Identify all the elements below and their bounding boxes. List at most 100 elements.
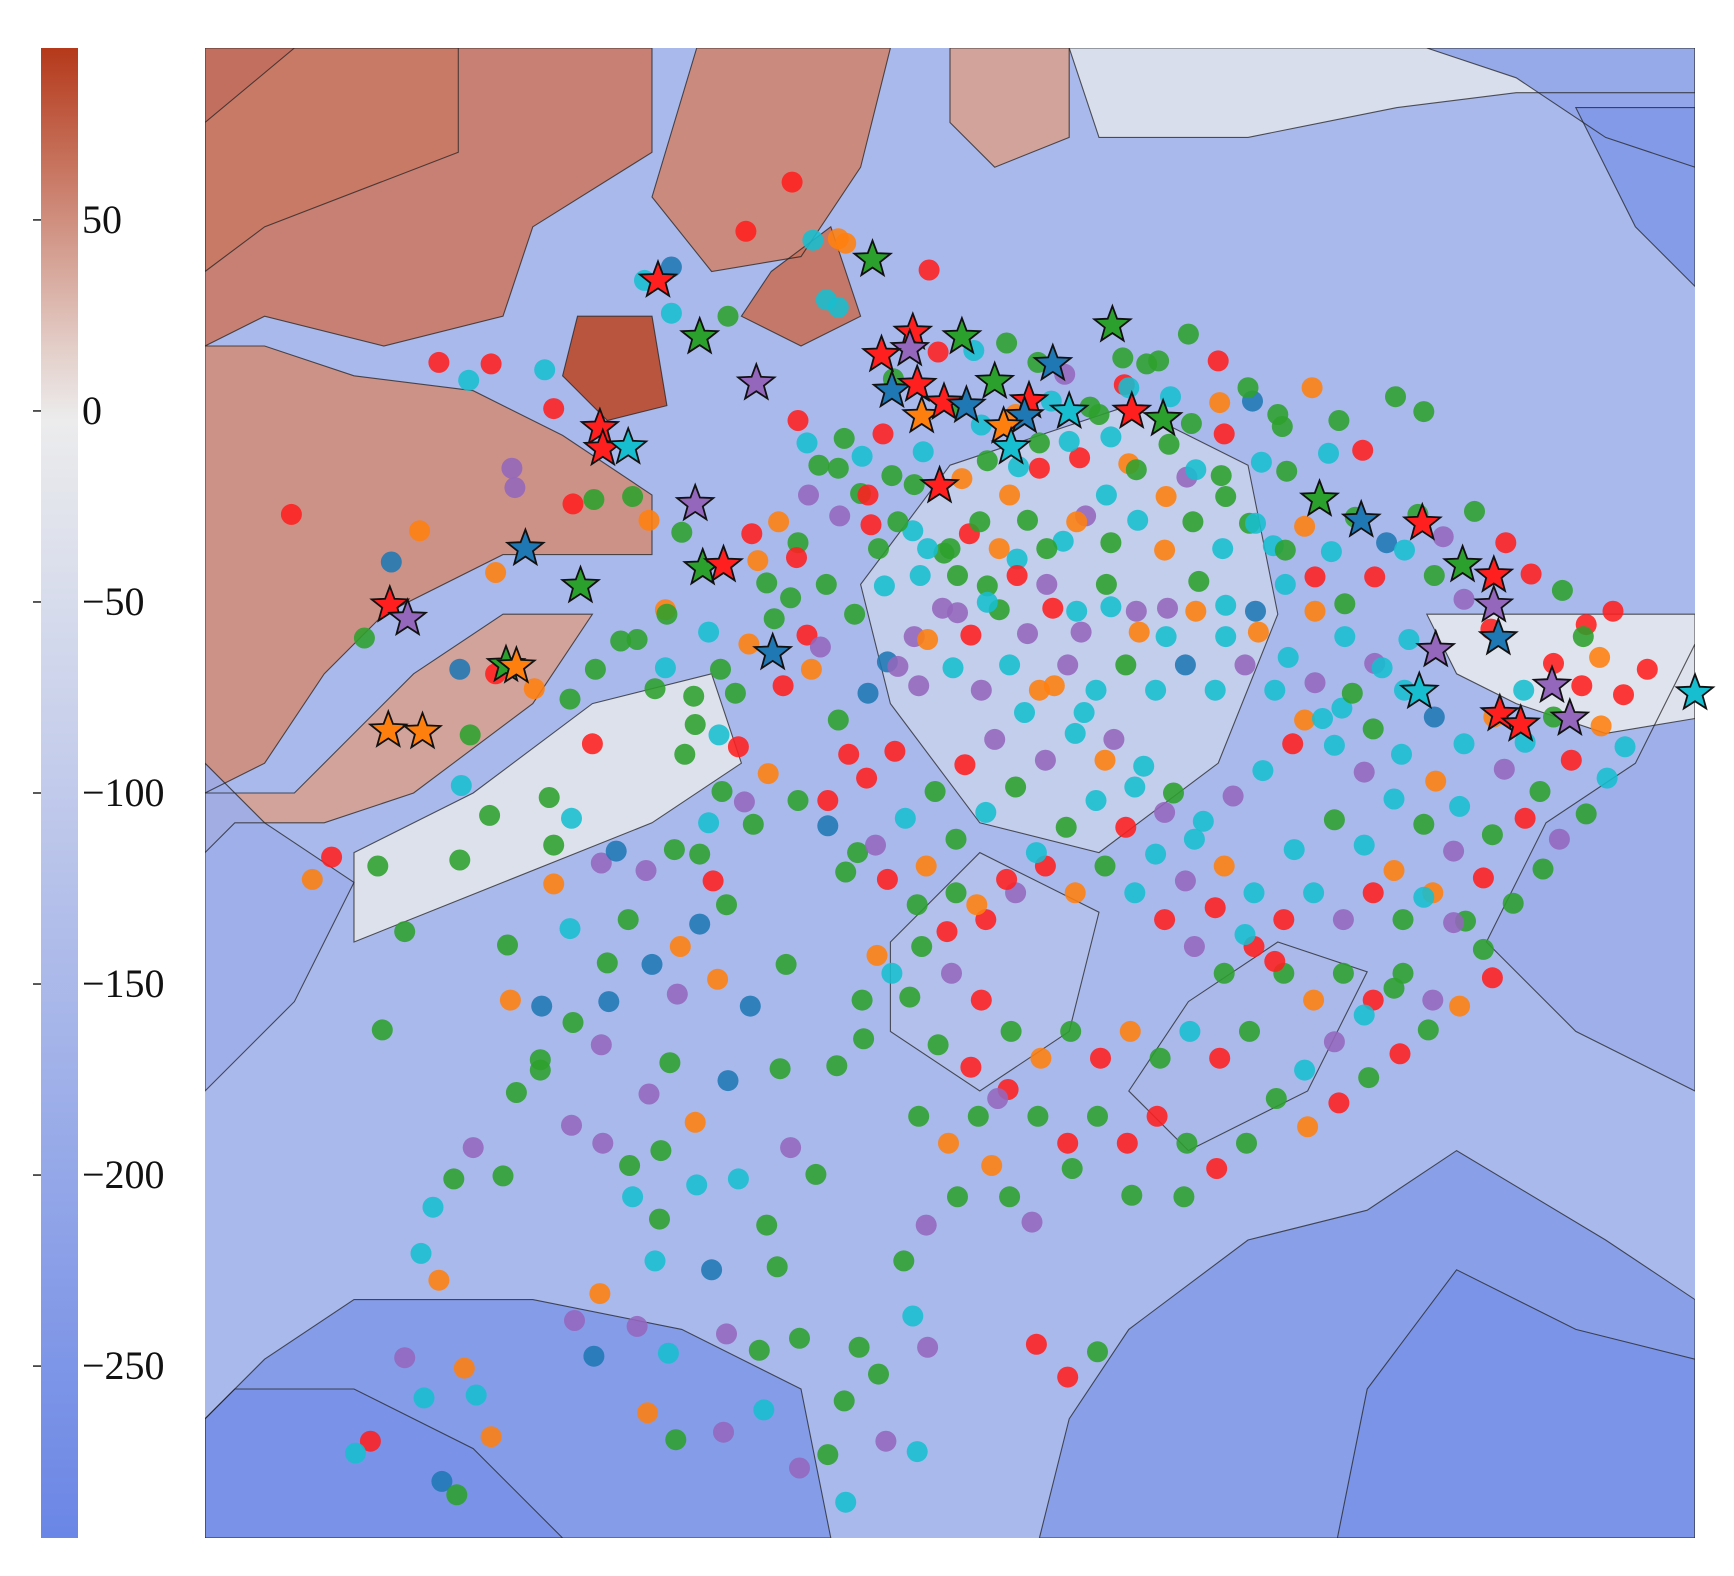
scatter-point xyxy=(951,468,973,490)
scatter-point xyxy=(851,989,873,1011)
scatter-point xyxy=(927,341,949,363)
star-marker xyxy=(504,527,546,567)
scatter-point xyxy=(499,989,521,1011)
scatter-point xyxy=(1413,401,1435,423)
scatter-point xyxy=(809,636,831,658)
scatter-point xyxy=(981,1155,1003,1176)
scatter-point xyxy=(626,1315,648,1337)
scatter-point xyxy=(987,1088,1009,1109)
colorbar-bar xyxy=(41,48,78,1538)
scatter-point xyxy=(1085,790,1107,811)
scatter-point xyxy=(835,1491,857,1513)
scatter-point xyxy=(847,842,869,864)
scatter-point xyxy=(924,781,946,802)
star-marker xyxy=(735,361,777,401)
scatter-point xyxy=(538,787,560,808)
star-marker xyxy=(1549,696,1591,736)
surface-region xyxy=(860,405,1278,853)
scatter-point xyxy=(1602,600,1624,622)
scatter-point xyxy=(683,685,705,707)
scatter-point xyxy=(617,909,639,931)
star-marker xyxy=(974,360,1016,400)
scatter-point xyxy=(479,804,501,826)
star-marker xyxy=(919,464,961,504)
scatter-point xyxy=(1282,733,1304,755)
scatter-point xyxy=(701,1259,723,1281)
scatter-point xyxy=(1422,989,1444,1011)
scatter-point xyxy=(505,1082,527,1103)
scatter-point xyxy=(1560,749,1582,771)
scatter-point xyxy=(1443,912,1465,934)
colorbar-tick-label: −150 xyxy=(82,961,165,1006)
scatter-point xyxy=(1243,882,1265,904)
scatter-point xyxy=(960,624,982,646)
scatter-point xyxy=(1277,646,1299,668)
scatter-point xyxy=(906,894,928,916)
scatter-point xyxy=(1155,626,1177,648)
scatter-point xyxy=(1362,882,1384,904)
scatter-point xyxy=(868,1363,889,1385)
star-marker xyxy=(495,644,537,684)
scatter-point xyxy=(1183,828,1205,850)
scatter-point xyxy=(1222,785,1244,807)
scatter-point xyxy=(1514,807,1536,829)
surface-region xyxy=(205,48,652,346)
star-marker xyxy=(1111,390,1153,429)
scatter-point xyxy=(917,538,939,560)
scatter-point xyxy=(827,709,849,731)
scatter-point xyxy=(887,655,909,677)
scatter-point xyxy=(1304,566,1326,588)
scatter-point xyxy=(1094,749,1116,771)
scatter-point xyxy=(756,1214,778,1236)
scatter-point xyxy=(1589,646,1611,668)
scatter-point xyxy=(766,1256,788,1278)
surface-region xyxy=(890,852,1099,1091)
scatter-point xyxy=(1417,1019,1439,1041)
scatter-point xyxy=(1481,824,1503,846)
scatter-point xyxy=(1163,782,1184,804)
scatter-point xyxy=(769,1058,791,1080)
surface-region xyxy=(205,1389,563,1538)
colorbar-tick-label: −50 xyxy=(82,579,145,624)
scatter-point xyxy=(669,936,691,957)
scatter-point xyxy=(733,791,755,813)
scatter-point xyxy=(802,229,824,251)
surface-region xyxy=(205,346,652,793)
scatter-point xyxy=(1312,708,1333,729)
scatter-point xyxy=(1613,684,1634,706)
surface-region xyxy=(741,226,861,346)
scatter-point xyxy=(1328,410,1350,431)
scatter-point xyxy=(1154,801,1176,823)
star-marker xyxy=(1340,498,1382,538)
scatter-point xyxy=(838,743,860,765)
scatter-point xyxy=(1276,460,1298,482)
star-marker xyxy=(945,384,987,424)
scatter-point xyxy=(1185,459,1207,481)
scatter-point xyxy=(868,538,889,560)
scatter-point xyxy=(443,1168,465,1190)
scatter-point xyxy=(1128,621,1150,643)
scatter-point xyxy=(1180,413,1202,434)
scatter-point xyxy=(1245,512,1266,534)
scatter-point xyxy=(787,410,809,431)
scatter-point xyxy=(1481,967,1503,989)
scatter-point xyxy=(1376,532,1398,554)
scatter-point xyxy=(663,839,685,861)
scatter-point xyxy=(1058,430,1080,452)
star-marker xyxy=(637,258,679,298)
scatter-point xyxy=(644,678,666,700)
scatter-point xyxy=(353,627,375,649)
scatter-point xyxy=(739,995,761,1017)
scatter-point xyxy=(860,514,882,536)
star-marker xyxy=(1142,397,1184,437)
scatter-point xyxy=(659,1052,681,1074)
scatter-point xyxy=(1036,538,1058,560)
scatter-point xyxy=(1328,1092,1350,1114)
star-marker xyxy=(1032,342,1074,382)
scatter-point xyxy=(1334,626,1356,648)
scatter-point xyxy=(1121,1184,1143,1206)
scatter-point xyxy=(1413,886,1435,908)
scatter-point xyxy=(727,736,749,758)
scatter-point xyxy=(1027,1105,1049,1127)
scatter-point xyxy=(1453,588,1475,610)
